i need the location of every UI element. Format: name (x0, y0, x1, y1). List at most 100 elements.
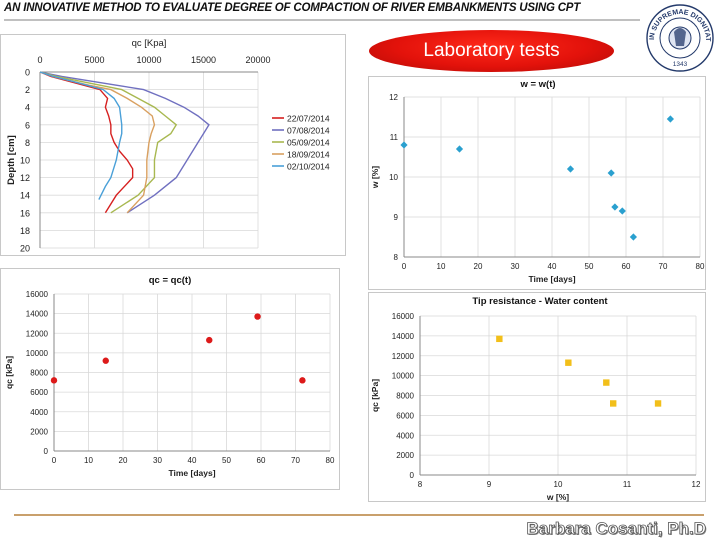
y-tick-label: 6 (25, 120, 30, 130)
x-tick-label: 70 (291, 456, 300, 465)
y-tick-label: 9 (394, 213, 399, 222)
x-tick-label: 30 (153, 456, 162, 465)
x-tick-label: 0 (402, 262, 407, 271)
y-tick-label: 8 (394, 253, 399, 262)
y-tick-label: 8000 (30, 369, 48, 378)
x-tick-label: 10 (554, 480, 563, 489)
data-point (566, 165, 575, 173)
data-point (299, 377, 306, 384)
university-seal-icon: IN SUPREMAE DIGNITATIS 1343 (644, 2, 714, 72)
y-tick-label: 4000 (396, 431, 414, 440)
y-tick-label: 0 (25, 68, 30, 78)
y-axis-title: qc [kPa] (4, 356, 14, 389)
footer-divider (14, 514, 704, 516)
x-tick-label: 70 (659, 262, 668, 271)
y-tick-label: 10000 (26, 349, 49, 358)
seal-text-bottom: 1343 (673, 61, 688, 68)
water-content-time-svg: 8 9 10 11 12 0 10 20 30 40 50 60 70 80 w = w(t) Time [d… (368, 76, 706, 290)
x-tick-label: 11 (623, 480, 632, 489)
x-tick-label: 0 (52, 456, 57, 465)
series-line (39, 71, 210, 214)
water-content-time-chart: 8 9 10 11 12 0 10 20 30 40 50 60 70 80 w = w(t) Time [d… (368, 76, 706, 290)
x-tick-label: 12 (692, 480, 701, 489)
chart-frame (368, 292, 706, 502)
legend-label: 02/10/2014 (287, 162, 330, 172)
author-name: Barbara Cosanti, Ph.D (526, 519, 706, 539)
y-tick-label: 18 (20, 226, 30, 236)
legend-label: 07/08/2014 (287, 126, 330, 136)
x-tick-label: 80 (326, 456, 335, 465)
x-tick-label: 0 (37, 55, 42, 65)
x-tick-label: 60 (257, 456, 266, 465)
section-badge: Laboratory tests (369, 30, 614, 72)
y-tick-label: 14000 (26, 310, 49, 319)
tip-resistance-time-chart: 0 2000 4000 6000 8000 10000 12000 14000 16000 0 10… (0, 268, 340, 490)
chart-frame (0, 268, 340, 490)
y-tick-label: 12 (389, 93, 398, 102)
data-point (496, 335, 503, 343)
legend-label: 05/09/2014 (287, 138, 330, 148)
y-tick-label: 10000 (392, 372, 415, 381)
y-tick-label: 2000 (30, 427, 48, 436)
y-axis-title: Depth [cm] (6, 135, 17, 185)
series-line (39, 71, 134, 214)
y-tick-label: 0 (44, 447, 49, 456)
depth-profile-svg: 0 2 4 6 8 10 12 14 16 18 20 0 5000 10000 15000 20000 qc … (0, 34, 346, 256)
tip-resistance-water-content-svg: 0 2000 4000 6000 8000 10000 12000 14000 16000 8 9 1… (368, 292, 706, 502)
x-axis-title: Time [days] (168, 468, 215, 478)
y-tick-label: 12000 (392, 352, 415, 361)
legend-label: 22/07/2014 (287, 114, 330, 124)
data-point (666, 115, 674, 123)
tip-resistance-time-svg: 0 2000 4000 6000 8000 10000 12000 14000 16000 0 10… (0, 268, 340, 490)
y-tick-label: 16 (20, 208, 30, 218)
x-tick-label: 20000 (245, 55, 270, 65)
data-point (206, 336, 213, 344)
data-point (565, 359, 572, 366)
legend-label: 18/09/2014 (287, 150, 330, 160)
data-point (50, 377, 58, 384)
x-tick-label: 10000 (136, 55, 161, 65)
title-divider (4, 19, 640, 21)
x-tick-label: 8 (418, 480, 423, 489)
x-axis-title: w [%] (546, 492, 569, 502)
y-tick-label: 14 (20, 191, 30, 201)
series-line (39, 71, 123, 200)
data-point (610, 400, 617, 407)
data-point (618, 207, 626, 215)
y-tick-label: 2000 (396, 451, 414, 460)
y-tick-label: 4000 (30, 408, 48, 417)
x-tick-label: 15000 (191, 55, 216, 65)
y-tick-label: 11 (390, 133, 399, 142)
data-point (400, 141, 408, 149)
x-tick-label: 40 (548, 262, 557, 271)
y-tick-label: 14000 (392, 332, 415, 341)
y-tick-label: 10 (389, 173, 398, 182)
y-tick-label: 16000 (392, 312, 415, 321)
chart-frame (0, 34, 346, 256)
y-tick-label: 6000 (396, 411, 414, 420)
y-axis-title: qc [kPa] (370, 379, 380, 412)
x-tick-label: 10 (84, 456, 93, 465)
y-tick-label: 8 (25, 138, 30, 148)
x-tick-label: 60 (622, 262, 631, 271)
x-tick-label: 9 (487, 480, 492, 489)
y-tick-label: 8000 (396, 392, 414, 401)
x-axis-title: qc [Kpa] (132, 38, 167, 49)
y-axis-title: w [%] (370, 166, 380, 189)
x-tick-label: 20 (474, 262, 483, 271)
y-tick-label: 2 (25, 85, 30, 95)
x-tick-label: 20 (119, 456, 128, 465)
data-point (629, 233, 637, 241)
x-tick-label: 40 (188, 456, 197, 465)
series-line (39, 71, 178, 214)
x-tick-label: 30 (511, 262, 520, 271)
slide-title: AN INNOVATIVE METHOD TO EVALUATE DEGREE … (4, 2, 581, 14)
x-tick-label: 80 (696, 262, 705, 271)
chart-frame (368, 76, 706, 290)
data-point (102, 357, 109, 364)
data-point (254, 313, 261, 320)
y-tick-label: 4 (25, 103, 30, 113)
y-tick-label: 20 (20, 244, 30, 254)
depth-profile-chart: 0 2 4 6 8 10 12 14 16 18 20 0 5000 10000 15000 20000 qc … (0, 34, 346, 256)
y-tick-label: 12000 (26, 329, 49, 338)
